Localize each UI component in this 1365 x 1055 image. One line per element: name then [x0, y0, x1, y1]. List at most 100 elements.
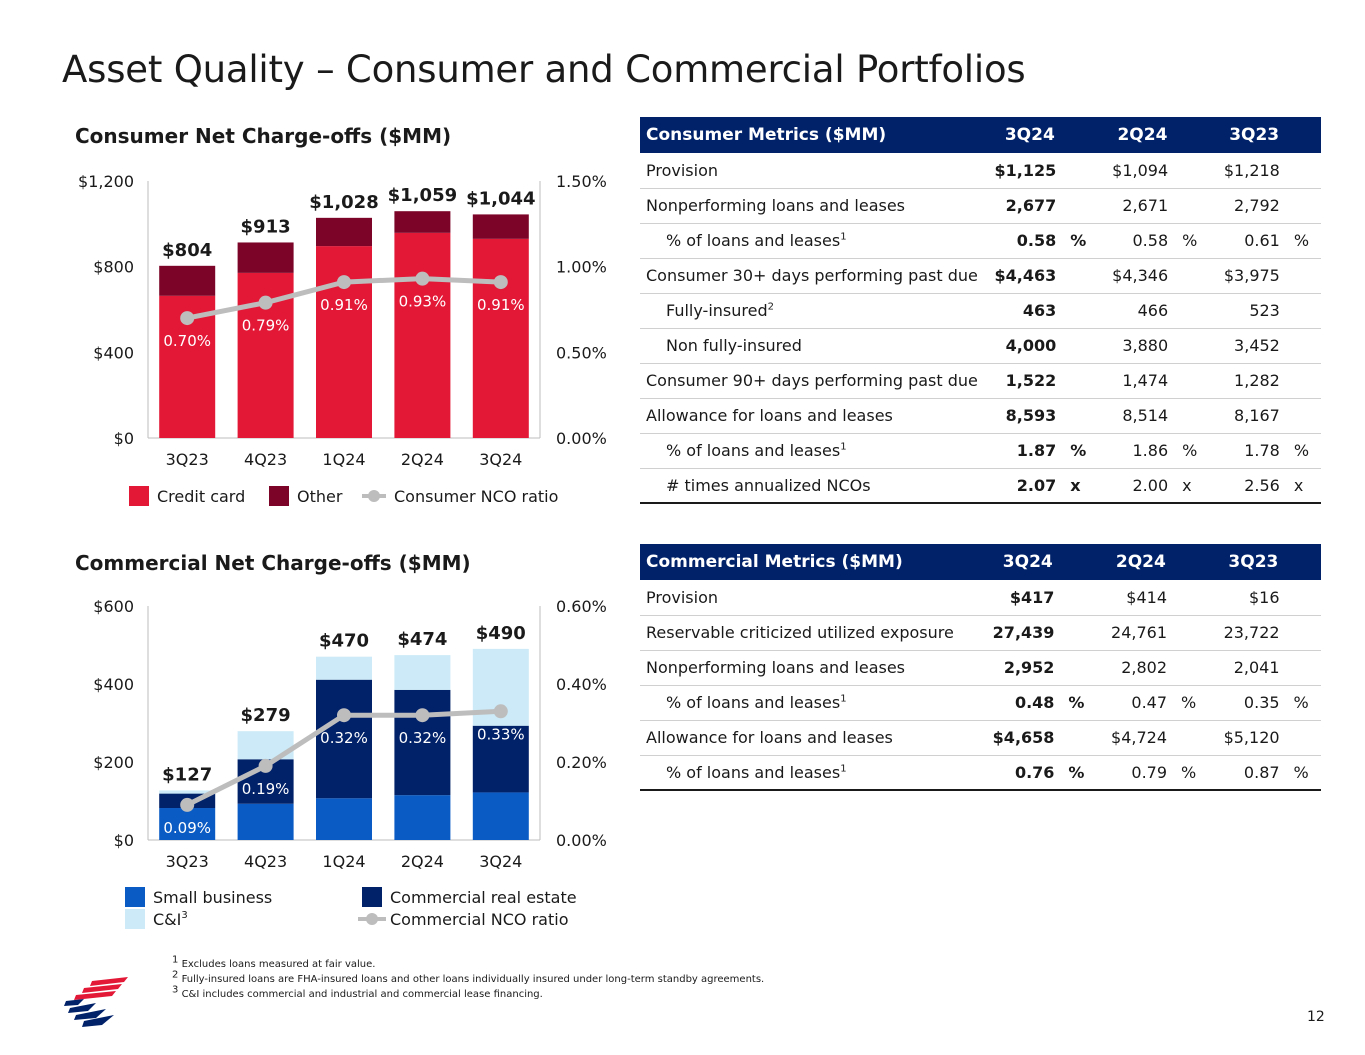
row-unit: %: [1054, 755, 1096, 791]
row-label: % of loans and leases1: [640, 433, 985, 469]
row-value-v3: 8,167: [1209, 398, 1280, 434]
bar-total-label: $1,059: [388, 185, 457, 206]
row-unit: %: [1279, 433, 1321, 469]
bar-commercial-real-estate: [316, 679, 372, 799]
footnotes: 1 Excludes loans measured at fair value.…: [172, 955, 764, 1002]
row-value-v3: 3,452: [1209, 328, 1280, 364]
table-row: # times annualized NCOs 2.07 x 2.00 x 2.56 x: [640, 468, 1321, 504]
table-row: % of loans and leases1 1.87% 1.86% 1.78%: [640, 433, 1321, 469]
row-unit: %: [1167, 755, 1209, 791]
row-unit: [1168, 328, 1210, 364]
page-number: 12: [1307, 1009, 1325, 1025]
row-label: Nonperforming loans and leases: [640, 650, 983, 686]
row-unit: [1279, 720, 1321, 756]
row-label: % of loans and leases1: [640, 685, 983, 721]
row-unit: [1279, 188, 1321, 224]
row-unit: x: [1168, 468, 1210, 504]
y-tick-label: $400: [93, 675, 134, 694]
bar-total-label: $804: [162, 240, 212, 261]
row-unit: [1168, 363, 1210, 399]
bar-total-label: $490: [476, 623, 526, 644]
row-value-v3: 1,282: [1209, 363, 1280, 399]
row-label: Reservable criticized utilized exposure: [640, 615, 983, 651]
bar-other: [472, 214, 529, 239]
row-value-v1: 0.76: [982, 755, 1055, 791]
row-value-v1: 0.58: [984, 223, 1057, 259]
row-value-v1: 4,000: [984, 328, 1057, 364]
row-value-v2: 1,474: [1097, 363, 1169, 399]
footnote-ref: 1: [840, 763, 847, 775]
ratio-label: 0.19%: [242, 780, 290, 798]
bank-flag-logo: [64, 977, 128, 1027]
row-label: # times annualized NCOs: [640, 468, 985, 504]
row-value-v2: 2,671: [1097, 188, 1169, 224]
row-unit: [1056, 398, 1098, 434]
x-tick-label: 2Q24: [401, 450, 444, 469]
row-value-v1: 8,593: [984, 398, 1057, 434]
bar-total-label: $1,044: [466, 188, 535, 209]
bar-commercial-real-estate: [394, 689, 451, 796]
footnote-ref: 1: [840, 693, 847, 705]
row-unit: [1279, 615, 1321, 651]
row-unit: x: [1056, 468, 1098, 504]
table-row: % of loans and leases1 0.58% 0.58% 0.61%: [640, 223, 1321, 259]
table-header-row: Commercial Metrics ($MM) 3Q24 2Q24 3Q23: [640, 544, 1321, 580]
row-label: % of loans and leases1: [640, 755, 983, 791]
row-value-v3: 0.61: [1209, 223, 1280, 259]
row-value-v1: 27,439: [982, 615, 1055, 651]
row-unit: [1168, 398, 1210, 434]
row-value-v3: 2,041: [1208, 650, 1280, 686]
row-value-v2: 24,761: [1095, 615, 1168, 651]
bar-other: [237, 242, 294, 273]
row-value-v1: 0.48: [982, 685, 1055, 721]
table-row: Non fully-insured 4,000 3,880 3,452: [640, 328, 1321, 364]
row-unit: [1168, 293, 1210, 329]
commercial-nco-chart: $0 $200 $400 $600 0.00% 0.20% 0.40% 0.60% $127 3Q…: [93, 597, 607, 929]
row-value-v2: 3,880: [1097, 328, 1169, 364]
row-value-v3: $3,975: [1209, 258, 1280, 294]
row-unit: %: [1279, 755, 1321, 791]
row-value-v1: $417: [982, 580, 1055, 616]
row-value-v1: $4,658: [982, 720, 1055, 756]
row-value-v3: 23,722: [1208, 615, 1280, 651]
row-value-v1: $1,125: [984, 153, 1057, 189]
row-unit: [1056, 363, 1098, 399]
x-tick-label: 1Q24: [322, 450, 365, 469]
bar-other: [316, 217, 372, 247]
row-unit: [1167, 720, 1209, 756]
row-value-v1: 2,952: [982, 650, 1055, 686]
table-header-3q23: 3Q23: [1209, 117, 1321, 153]
row-unit: [1279, 650, 1321, 686]
row-label: Provision: [640, 153, 985, 189]
legend-label: Commercial real estate: [390, 888, 577, 907]
table-header-label: Consumer Metrics ($MM): [640, 117, 985, 153]
consumer-metrics-table: Consumer Metrics ($MM) 3Q24 2Q24 3Q23 Pr…: [640, 117, 1321, 504]
row-unit: [1054, 650, 1096, 686]
row-unit: [1279, 293, 1321, 329]
table-row: Nonperforming loans and leases 2,677 2,671…: [640, 188, 1321, 224]
table-row: Consumer 30+ days performing past due $4,…: [640, 258, 1321, 294]
y2-tick-label: 0.60%: [556, 597, 607, 616]
row-unit: [1168, 153, 1210, 189]
table-row: Allowance for loans and leases $4,658 $4,7…: [640, 720, 1321, 756]
ratio-label: 0.91%: [477, 296, 525, 314]
y2-tick-label: 0.20%: [556, 753, 607, 772]
table-row: Provision $417 $414 $16: [640, 580, 1321, 616]
bar-total-label: $279: [241, 705, 291, 726]
footnote-ref: 1: [840, 441, 847, 453]
row-unit: [1167, 650, 1209, 686]
row-unit: [1168, 258, 1210, 294]
row-unit: [1054, 720, 1096, 756]
bar-small-business: [472, 792, 529, 840]
legend-label: Credit card: [157, 487, 245, 506]
row-value-v3: $5,120: [1208, 720, 1280, 756]
row-value-v2: 0.79: [1095, 755, 1168, 791]
row-unit: [1279, 580, 1321, 616]
ratio-label: 0.93%: [399, 293, 447, 311]
row-value-v3: 1.78: [1209, 433, 1280, 469]
row-unit: [1168, 188, 1210, 224]
row-value-v3: 0.87: [1208, 755, 1280, 791]
row-value-v2: 0.47: [1095, 685, 1168, 721]
bar-total-label: $470: [319, 631, 369, 652]
bar-total-label: $127: [162, 764, 212, 785]
